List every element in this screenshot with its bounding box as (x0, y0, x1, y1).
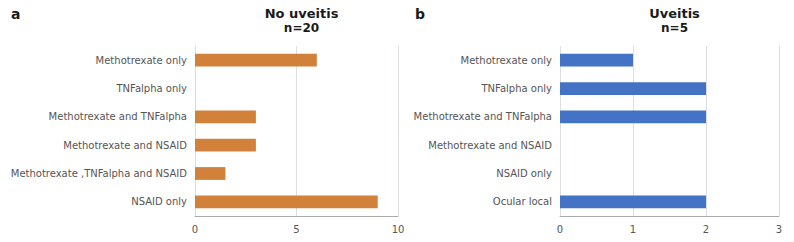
svg-text:Methotrexate only: Methotrexate only (96, 55, 187, 66)
svg-text:TNFalpha only: TNFalpha only (116, 83, 188, 94)
svg-text:Methotrexate and TNFalpha: Methotrexate and TNFalpha (414, 111, 552, 122)
svg-text:Methotrexate ,TNFalpha and NSA: Methotrexate ,TNFalpha and NSAID (11, 168, 188, 179)
svg-text:Methotrexate and NSAID: Methotrexate and NSAID (63, 140, 187, 151)
svg-text:Methotrexate and NSAID: Methotrexate and NSAID (428, 140, 552, 151)
svg-text:Ocular local: Ocular local (493, 196, 552, 207)
svg-text:5: 5 (293, 224, 299, 235)
svg-text:NSAID only: NSAID only (131, 196, 187, 207)
svg-text:a: a (11, 6, 20, 22)
svg-text:b: b (415, 6, 425, 22)
svg-text:1: 1 (630, 224, 636, 235)
svg-text:n=5: n=5 (661, 21, 688, 35)
svg-text:Uveitis: Uveitis (649, 6, 700, 21)
svg-text:n=20: n=20 (284, 21, 319, 35)
svg-text:NSAID only: NSAID only (496, 168, 552, 179)
svg-text:No uveitis: No uveitis (265, 6, 339, 21)
svg-text:TNFalpha only: TNFalpha only (481, 83, 553, 94)
svg-text:Methotrexate only: Methotrexate only (461, 55, 552, 66)
svg-text:Methotrexate and TNFalpha: Methotrexate and TNFalpha (49, 111, 187, 122)
svg-text:3: 3 (776, 224, 782, 235)
svg-text:0: 0 (557, 224, 563, 235)
svg-text:10: 10 (392, 224, 405, 235)
svg-text:0: 0 (192, 224, 198, 235)
svg-text:2: 2 (703, 224, 709, 235)
